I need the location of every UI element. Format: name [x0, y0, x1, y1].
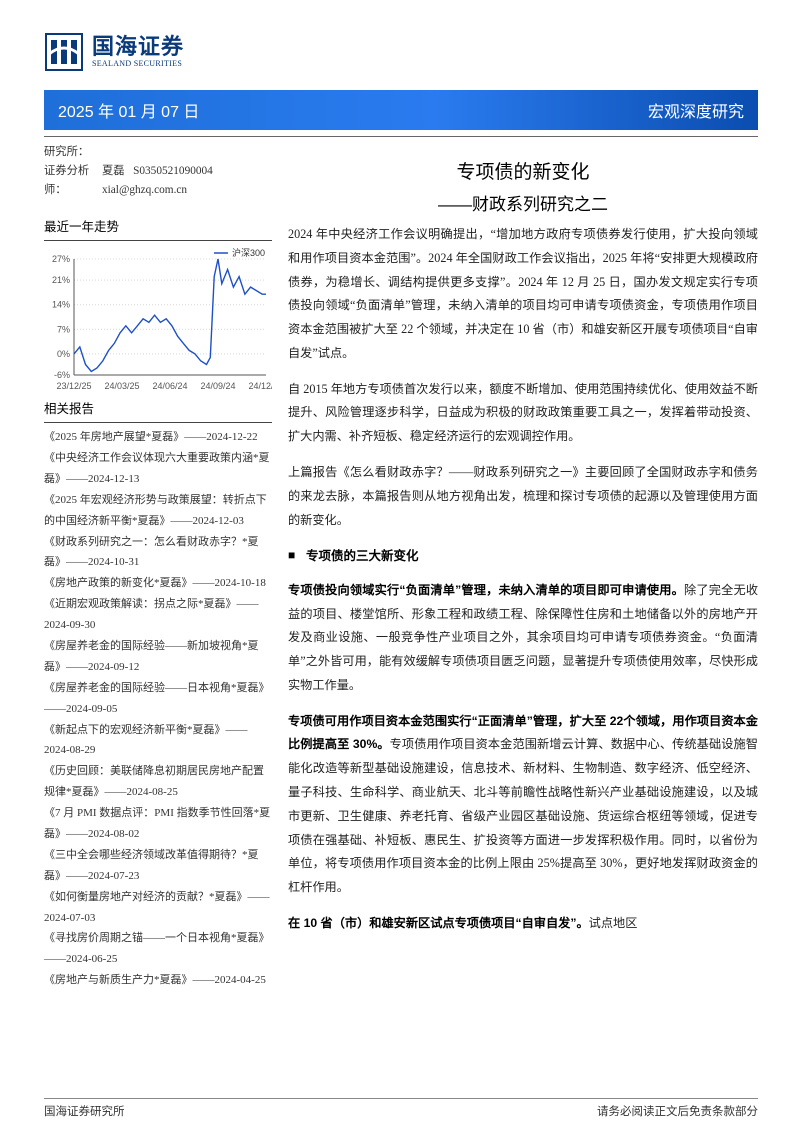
logo-text-cn: 国海证券	[92, 36, 184, 58]
svg-text:14%: 14%	[52, 300, 70, 310]
svg-text:0%: 0%	[57, 349, 70, 359]
sidebar: 研究所： 证券分析师： 夏磊 S0350521090004 xial@ghzq.…	[44, 143, 272, 991]
footer-right: 请务必阅读正文后免责条款部分	[597, 1103, 758, 1119]
paragraph: 在 10 省（市）和雄安新区试点专项债项目“自审自发”。试点地区	[288, 912, 758, 936]
trend-section-title: 最近一年走势	[44, 211, 272, 241]
report-item: 《如何衡量房地产对经济的贡献？*夏磊》——2024-07-03	[44, 887, 272, 929]
main-column: 专项债的新变化 ——财政系列研究之二 2024 年中央经济工作会议明确提出，“增…	[288, 143, 758, 991]
header: 国海证券 SEALAND SECURITIES	[44, 32, 758, 72]
report-item: 《房屋养老金的国际经验——日本视角*夏磊》——2024-09-05	[44, 678, 272, 720]
footer-left: 国海证券研究所	[44, 1103, 125, 1119]
para-head: 在 10 省（市）和雄安新区试点专项债项目“自审自发”。	[288, 916, 589, 930]
report-item: 《三中全会哪些经济领域改革值得期待？*夏磊》——2024-07-23	[44, 845, 272, 887]
svg-text:21%: 21%	[52, 275, 70, 285]
analyst-name-label: 证券分析师：	[44, 162, 102, 200]
report-item: 《2025 年宏观经济形势与政策展望：转折点下的中国经济新平衡*夏磊》——202…	[44, 490, 272, 532]
report-title: 专项债的新变化	[288, 157, 758, 184]
reports-section-title: 相关报告	[44, 393, 272, 423]
report-item: 《2025 年房地产展望*夏磊》——2024-12-22	[44, 427, 272, 448]
bullet-icon: ■	[288, 544, 306, 567]
date-bar: 2025 年 01 月 07 日 宏观深度研究	[44, 90, 758, 130]
logo: 国海证券 SEALAND SECURITIES	[44, 32, 184, 72]
svg-text:24/06/24: 24/06/24	[152, 381, 187, 391]
report-item: 《新起点下的宏观经济新平衡*夏磊》——2024-08-29	[44, 720, 272, 762]
report-item: 《中央经济工作会议体现六大重要政策内涵*夏磊》——2024-12-13	[44, 448, 272, 490]
report-item: 《房地产政策的新变化*夏磊》——2024-10-18	[44, 573, 272, 594]
rule	[44, 136, 758, 137]
para-body: 除了完全无收益的项目、楼堂馆所、形象工程和政绩工程、除保障性住房和土地储备以外的…	[288, 583, 758, 692]
paragraph: 自 2015 年地方专项债首次发行以来，额度不断增加、使用范围持续优化、使用效益…	[288, 378, 758, 449]
para-body: 试点地区	[589, 916, 638, 930]
para-body: 专项债用作项目资本金范围新增云计算、数据中心、传统基础设施智能化改造等新型基础设…	[288, 737, 758, 894]
paragraph: 2024 年中央经济工作会议明确提出，“增加地方政府专项债券发行使用，扩大投向领…	[288, 223, 758, 366]
report-item: 《7 月 PMI 数据点评：PMI 指数季节性回落*夏磊》——2024-08-0…	[44, 803, 272, 845]
analyst-code: S0350521090004	[133, 165, 213, 177]
paragraph: 专项债可用作项目资本金范围实行“正面清单”管理，扩大至 22个领域，用作项目资本…	[288, 710, 758, 900]
svg-text:27%: 27%	[52, 254, 70, 264]
svg-text:7%: 7%	[57, 324, 70, 334]
section-heading: 专项债的三大新变化	[306, 544, 419, 568]
report-date: 2025 年 01 月 07 日	[58, 98, 199, 122]
svg-text:沪深300: 沪深300	[232, 247, 265, 258]
svg-text:24/03/25: 24/03/25	[104, 381, 139, 391]
analyst-email: xial@ghzq.com.cn	[102, 184, 187, 196]
svg-text:23/12/25: 23/12/25	[56, 381, 91, 391]
report-item: 《寻找房价周期之锚——一个日本视角*夏磊》——2024-06-25	[44, 928, 272, 970]
para-head: 专项债投向领域实行“负面清单”管理，未纳入清单的项目即可申请使用。	[288, 583, 684, 597]
logo-mark-icon	[44, 32, 84, 72]
report-item: 《历史回顾：美联储降息初期居民房地产配置规律*夏磊》——2024-08-25	[44, 761, 272, 803]
svg-text:-6%: -6%	[54, 370, 70, 380]
report-category: 宏观深度研究	[648, 98, 744, 122]
svg-text:24/12/23: 24/12/23	[248, 381, 272, 391]
report-subtitle: ——财政系列研究之二	[288, 190, 758, 215]
analyst-name: 夏磊	[102, 165, 125, 177]
logo-text-en: SEALAND SECURITIES	[92, 60, 184, 68]
svg-text:24/09/24: 24/09/24	[200, 381, 235, 391]
report-item: 《近期宏观政策解读：拐点之际*夏磊》——2024-09-30	[44, 594, 272, 636]
analyst-block: 研究所： 证券分析师： 夏磊 S0350521090004 xial@ghzq.…	[44, 143, 272, 201]
reports-list: 《2025 年房地产展望*夏磊》——2024-12-22《中央经济工作会议体现六…	[44, 427, 272, 991]
dept-label: 研究所：	[44, 143, 272, 162]
report-item: 《房屋养老金的国际经验——新加坡视角*夏磊》——2024-09-12	[44, 636, 272, 678]
trend-chart: -6% 0% 7% 14% 21% 27% 23/12/25 24/03/25 24/06/24…	[44, 245, 272, 393]
body-text: 2024 年中央经济工作会议明确提出，“增加地方政府专项债券发行使用，扩大投向领…	[288, 223, 758, 936]
report-item: 《财政系列研究之一：怎么看财政赤字？*夏磊》——2024-10-31	[44, 532, 272, 574]
paragraph: 上篇报告《怎么看财政赤字？——财政系列研究之一》主要回顾了全国财政赤字和债务的来…	[288, 461, 758, 532]
report-item: 《房地产与新质生产力*夏磊》——2024-04-25	[44, 970, 272, 991]
paragraph: 专项债投向领域实行“负面清单”管理，未纳入清单的项目即可申请使用。除了完全无收益…	[288, 579, 758, 698]
footer: 国海证券研究所 请务必阅读正文后免责条款部分	[44, 1098, 758, 1119]
